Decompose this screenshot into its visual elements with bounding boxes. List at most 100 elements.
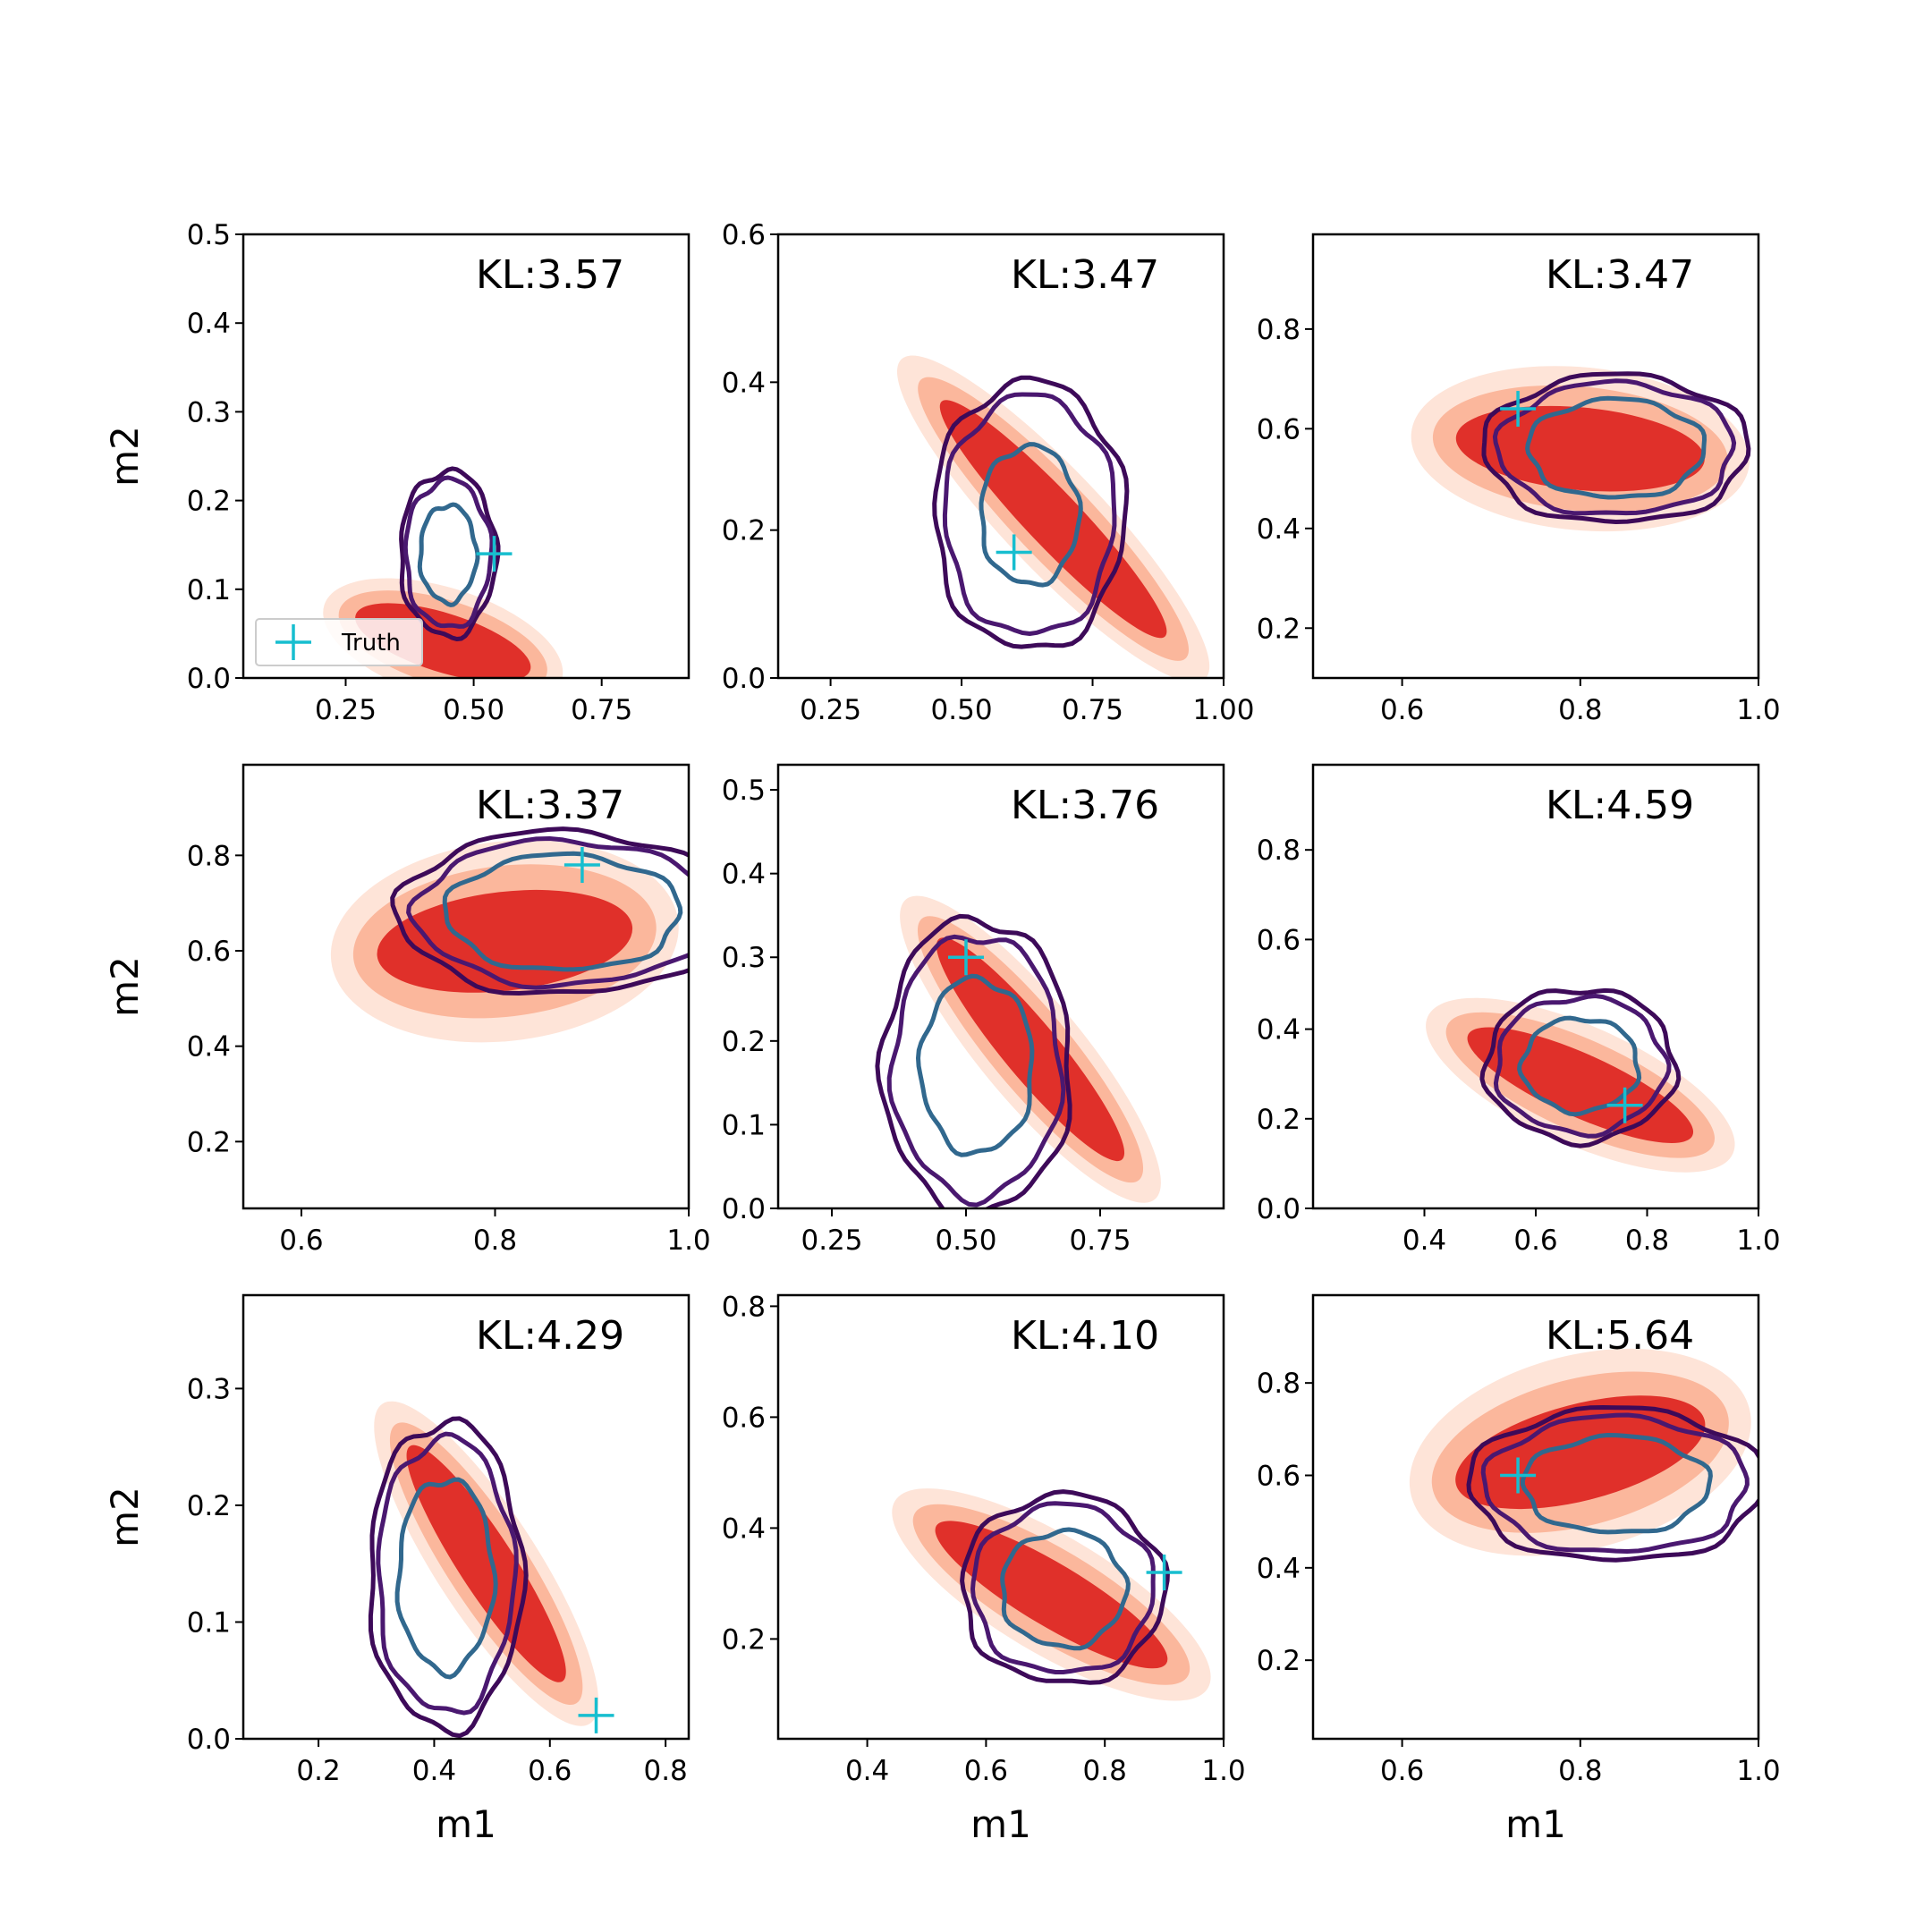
x-axis-title: m1 [1505, 1802, 1566, 1846]
contour-inner [979, 442, 1083, 588]
truth-marker [1146, 1555, 1182, 1590]
x-axis-title: m1 [436, 1802, 496, 1846]
y-tick-label: 0.4 [722, 367, 766, 399]
kl-label: KL:3.47 [1011, 252, 1159, 298]
contour-mid [1493, 994, 1672, 1139]
y-tick-label: 0.6 [187, 936, 231, 968]
y-tick-label: 0.0 [722, 663, 766, 695]
truth-marker [1500, 1457, 1537, 1494]
y-tick-label: 0.1 [722, 1109, 766, 1141]
axes-frame [1311, 233, 1760, 680]
y-tick-label: 0.6 [1257, 924, 1301, 956]
y-tick-label: 0.2 [722, 1623, 766, 1656]
axes-frame [242, 763, 691, 1210]
kl-label: KL:5.64 [1546, 1313, 1694, 1359]
contour-mid [402, 475, 495, 629]
y-axis-title: m2 [103, 426, 147, 487]
x-tick-label: 0.8 [473, 1224, 517, 1257]
region-inner [377, 889, 633, 993]
y-tick-label: 0.4 [1257, 513, 1301, 546]
x-tick-label: 1.00 [1192, 694, 1254, 726]
y-tick-label: 0.4 [187, 1031, 231, 1063]
x-tick-label: 0.4 [412, 1755, 456, 1787]
x-tick-label: 0.4 [845, 1755, 889, 1787]
contour-inner [417, 502, 480, 607]
x-tick-label: 0.75 [1062, 694, 1123, 726]
axes-frame [776, 233, 1225, 680]
subplot-6: 0.4 0.6 0.8 1.0 0.0 0.2 0.4 0.6 0.8 KL:4.59 [1257, 763, 1781, 1257]
truth-marker [996, 534, 1032, 571]
y-tick-label: 0.3 [187, 396, 231, 428]
truth-marker [1500, 391, 1537, 428]
y-tick-label: 0.6 [1257, 413, 1301, 445]
x-tick-label: 0.8 [1558, 694, 1602, 726]
y-tick-label: 0.6 [722, 1402, 766, 1434]
axes-frame [242, 233, 691, 680]
contour-outer [368, 1416, 529, 1739]
x-tick-label: 1.0 [1736, 1755, 1780, 1787]
x-tick-label: 0.6 [1513, 1224, 1557, 1257]
x-tick-label: 0.2 [296, 1755, 340, 1787]
contour-inner [1520, 1433, 1713, 1535]
x-tick-label: 0.6 [1380, 1755, 1424, 1787]
plot-area [875, 895, 1161, 1208]
contour-inner [394, 1477, 498, 1680]
subplot-4: 0.6 0.8 1.0 0.2 0.4 0.6 0.8 KL:3.37 m2 [103, 763, 711, 1257]
y-tick-label: 0.8 [1257, 1368, 1301, 1400]
contour-outer [390, 826, 689, 996]
truth-marker [476, 536, 513, 572]
x-tick-label: 0.4 [1402, 1224, 1446, 1257]
x-axis-title: m1 [970, 1802, 1031, 1846]
y-tick-label: 0.2 [187, 1490, 231, 1522]
contour-mid [376, 1431, 519, 1716]
kl-label: KL:4.10 [1011, 1313, 1159, 1359]
y-tick-label: 0.6 [1257, 1461, 1301, 1493]
subplot-5: 0.25 0.50 0.75 0.0 0.1 0.2 0.3 0.4 0.5 KL:3.76 [722, 763, 1225, 1257]
contour-inner [1525, 395, 1707, 500]
y-tick-label: 0.0 [187, 1724, 231, 1756]
axes-frame [776, 1293, 1225, 1741]
y-tick-label: 0.5 [722, 775, 766, 807]
legend: Truth [255, 618, 423, 666]
y-tick-label: 0.2 [722, 1026, 766, 1058]
y-tick-label: 0.2 [1257, 1645, 1301, 1677]
y-tick-label: 0.3 [187, 1373, 231, 1405]
x-tick-label: 0.8 [1083, 1755, 1127, 1787]
x-tick-label: 1.0 [1736, 1224, 1780, 1257]
x-tick-label: 0.75 [1069, 1224, 1131, 1257]
plot-area [330, 826, 689, 1043]
y-tick-label: 0.2 [1257, 1104, 1301, 1136]
y-tick-label: 0.5 [187, 219, 231, 251]
y-tick-label: 0.4 [1257, 1014, 1301, 1046]
x-tick-label: 0.8 [1558, 1755, 1602, 1787]
x-tick-label: 0.25 [800, 694, 861, 726]
x-tick-label: 0.75 [571, 694, 632, 726]
y-axis-title: m2 [103, 956, 147, 1017]
y-tick-label: 0.4 [722, 859, 766, 891]
kl-label: KL:4.29 [476, 1313, 624, 1359]
contour-outer [1481, 371, 1751, 524]
subplot-3: 0.6 0.8 1.0 0.2 0.4 0.6 0.8 KL:3.47 [1257, 233, 1781, 726]
axes-frame [776, 763, 1225, 1210]
y-tick-label: 0.0 [1257, 1193, 1301, 1225]
contour-mid [1492, 378, 1737, 516]
contour-outer [1466, 1405, 1758, 1563]
kl-label: KL:3.47 [1546, 252, 1694, 298]
x-tick-label: 0.50 [443, 694, 504, 726]
y-tick-label: 0.6 [722, 219, 766, 251]
subplot-1: 0.25 0.50 0.75 0.0 0.1 0.2 0.3 0.4 0.5 KL:3.57 m2 T… [103, 219, 691, 726]
y-tick-label: 0.8 [722, 1291, 766, 1323]
x-tick-label: 0.6 [279, 1224, 323, 1257]
y-tick-label: 0.2 [187, 486, 231, 518]
region-inner [1455, 405, 1705, 492]
contour-outer [875, 913, 1072, 1208]
y-tick-label: 0.0 [722, 1193, 766, 1225]
truth-marker [578, 1697, 614, 1733]
subplot-8: 0.4 0.6 0.8 1.0 0.2 0.4 0.6 0.8 KL:4.10 m1 [722, 1291, 1246, 1846]
y-tick-label: 0.8 [1257, 835, 1301, 867]
x-tick-label: 0.50 [931, 694, 993, 726]
region-inner [935, 1521, 1168, 1669]
y-tick-label: 0.8 [187, 840, 231, 872]
x-tick-label: 1.0 [666, 1224, 710, 1257]
y-axis-title: m2 [103, 1487, 147, 1547]
